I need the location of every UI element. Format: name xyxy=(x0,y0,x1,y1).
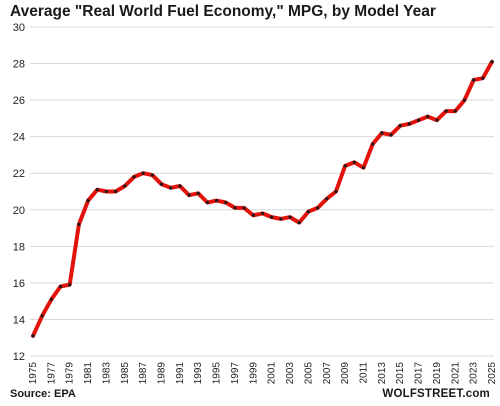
source-note: Source: EPA xyxy=(10,388,76,400)
x-tick-label: 2005 xyxy=(303,362,314,385)
data-point xyxy=(297,220,301,225)
x-tick-label: 1979 xyxy=(65,362,76,385)
data-point xyxy=(68,283,72,287)
x-tick-label: 1987 xyxy=(138,362,149,385)
data-point xyxy=(361,166,366,170)
y-tick-label: 18 xyxy=(13,241,25,253)
data-point xyxy=(334,189,338,194)
data-point xyxy=(159,182,164,186)
data-point xyxy=(196,191,200,195)
chart-title: Average "Real World Fuel Economy," MPG, … xyxy=(10,3,436,20)
data-point xyxy=(398,124,402,128)
x-tick-label: 1981 xyxy=(83,362,94,385)
x-tick-label: 2007 xyxy=(322,362,333,385)
x-tick-label: 1989 xyxy=(157,362,168,385)
data-point xyxy=(58,284,63,289)
data-point xyxy=(40,314,44,318)
data-point xyxy=(141,171,145,175)
y-tick-label: 20 xyxy=(13,205,25,217)
y-tick-label: 16 xyxy=(13,278,25,290)
gridlines xyxy=(30,26,494,357)
data-point xyxy=(472,78,476,82)
data-point xyxy=(306,210,310,214)
data-point xyxy=(169,186,173,190)
x-axis-ticks: 1975 1977 1979 1981 1983 1985 1987 1989 1991 1993… xyxy=(28,362,498,385)
data-point xyxy=(426,114,430,119)
x-tick-label: 1975 xyxy=(28,362,39,385)
x-tick-label: 1991 xyxy=(175,362,186,385)
data-point xyxy=(242,206,246,210)
data-point xyxy=(86,199,90,203)
data-point xyxy=(31,334,35,338)
x-tick-label: 1995 xyxy=(212,362,223,385)
data-point xyxy=(315,206,320,210)
y-axis-ticks: 12 14 16 18 20 22 24 26 28 30 xyxy=(13,22,25,363)
data-point xyxy=(49,297,53,301)
data-point xyxy=(462,98,467,102)
x-tick-label: 1985 xyxy=(120,362,131,385)
data-point xyxy=(178,184,182,188)
x-tick-label: 2021 xyxy=(450,362,461,385)
data-point xyxy=(490,60,494,64)
data-point xyxy=(77,222,81,226)
data-point xyxy=(435,118,439,122)
x-tick-label: 2011 xyxy=(358,362,369,384)
x-tick-label: 2013 xyxy=(377,362,388,385)
data-point xyxy=(380,131,384,135)
y-tick-label: 28 xyxy=(13,59,25,71)
data-point xyxy=(453,109,457,113)
x-tick-label: 2009 xyxy=(340,362,351,385)
data-point xyxy=(279,217,283,221)
y-tick-label: 14 xyxy=(13,314,25,326)
data-point xyxy=(114,189,118,194)
y-tick-label: 30 xyxy=(13,22,25,34)
data-point xyxy=(187,193,191,197)
data-point xyxy=(224,200,228,205)
y-tick-label: 22 xyxy=(13,168,25,180)
data-point xyxy=(343,164,347,168)
brand-watermark: WOLFSTREET.com xyxy=(382,388,490,400)
data-point xyxy=(288,215,292,219)
x-tick-label: 2025 xyxy=(487,362,498,385)
data-point xyxy=(270,215,274,219)
data-point xyxy=(416,118,421,122)
data-point xyxy=(215,199,219,203)
series-line xyxy=(31,59,494,338)
data-point xyxy=(132,175,136,179)
x-tick-label: 2015 xyxy=(395,362,406,385)
series-mpg xyxy=(31,59,494,338)
y-tick-label: 26 xyxy=(13,95,25,107)
x-tick-label: 1997 xyxy=(230,362,241,385)
data-point xyxy=(481,76,485,80)
data-point xyxy=(444,109,448,113)
x-tick-label: 1993 xyxy=(193,362,204,385)
data-point xyxy=(389,133,393,137)
x-tick-label: 1983 xyxy=(101,362,112,385)
data-point xyxy=(95,188,99,192)
x-tick-label: 1999 xyxy=(248,362,259,385)
x-tick-label: 1977 xyxy=(46,362,57,385)
data-point xyxy=(325,197,329,201)
y-tick-label: 12 xyxy=(13,351,25,363)
x-tick-label: 2001 xyxy=(267,362,278,385)
data-point xyxy=(150,173,154,177)
x-tick-label: 2017 xyxy=(414,362,425,385)
data-point xyxy=(233,206,237,210)
data-point xyxy=(260,211,265,216)
data-point xyxy=(104,189,109,194)
data-point xyxy=(407,122,411,126)
data-point xyxy=(205,200,210,205)
data-point xyxy=(251,213,255,217)
x-tick-label: 2019 xyxy=(432,362,443,385)
data-point xyxy=(352,160,356,164)
y-tick-label: 24 xyxy=(13,132,25,144)
x-tick-label: 2023 xyxy=(469,362,480,385)
data-point xyxy=(371,142,375,146)
x-tick-label: 2003 xyxy=(285,362,296,385)
data-point xyxy=(123,184,127,188)
